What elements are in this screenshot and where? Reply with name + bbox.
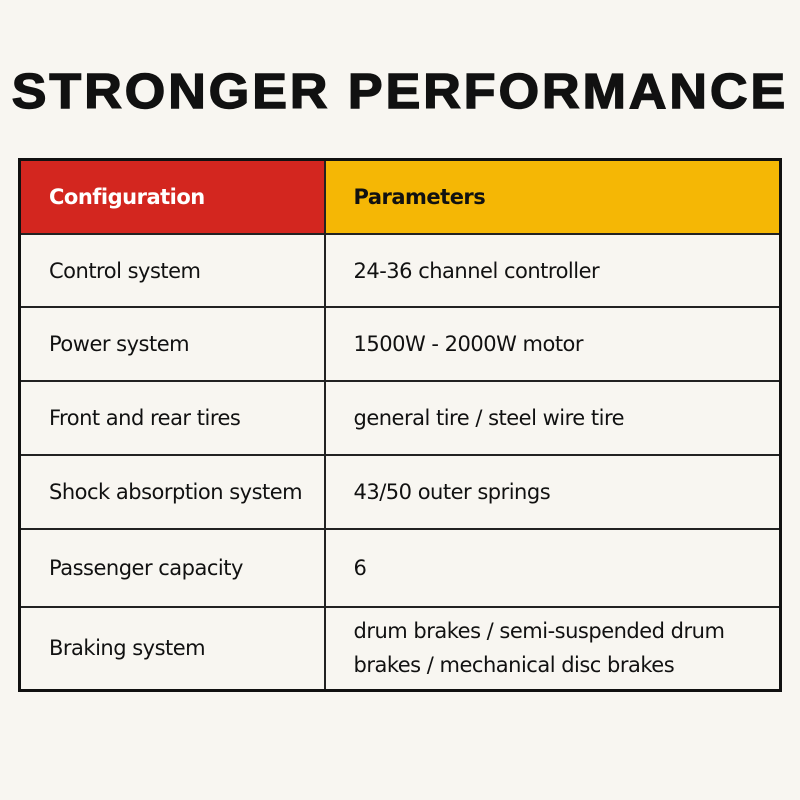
config-cell: Control system xyxy=(18,233,326,308)
table-row: Passenger capacity 6 xyxy=(18,528,782,608)
table-row: Braking system drum brakes / semi-suspend… xyxy=(18,606,782,691)
param-cell: 43/50 outer springs xyxy=(323,454,782,530)
spec-table: Configuration Parameters Control system 2… xyxy=(18,158,782,692)
table-row: Shock absorption system 43/50 outer sprin… xyxy=(18,454,782,530)
column-header: Parameters xyxy=(323,158,782,235)
column-header: Configuration xyxy=(18,158,326,235)
config-cell: Passenger capacity xyxy=(18,528,326,608)
table-row: Power system 1500W - 2000W motor xyxy=(18,306,782,382)
header-row: Configuration Parameters xyxy=(18,158,782,235)
title: STRONGER PERFORMANCE xyxy=(11,64,789,121)
config-cell: Power system xyxy=(18,306,326,382)
config-cell: Front and rear tires xyxy=(18,380,326,456)
param-cell: 6 xyxy=(323,528,782,608)
table-row: Control system 24-36 channel controller xyxy=(18,233,782,308)
config-cell: Shock absorption system xyxy=(18,454,326,530)
param-cell: general tire / steel wire tire xyxy=(323,380,782,456)
table-body: Control system 24-36 channel controller Po… xyxy=(18,233,782,691)
config-cell: Braking system xyxy=(18,606,326,691)
param-cell: drum brakes / semi-suspended drum brakes… xyxy=(323,606,782,691)
param-cell: 24-36 channel controller xyxy=(323,233,782,308)
table-row: Front and rear tires general tire / steel… xyxy=(18,380,782,456)
param-cell: 1500W - 2000W motor xyxy=(323,306,782,382)
